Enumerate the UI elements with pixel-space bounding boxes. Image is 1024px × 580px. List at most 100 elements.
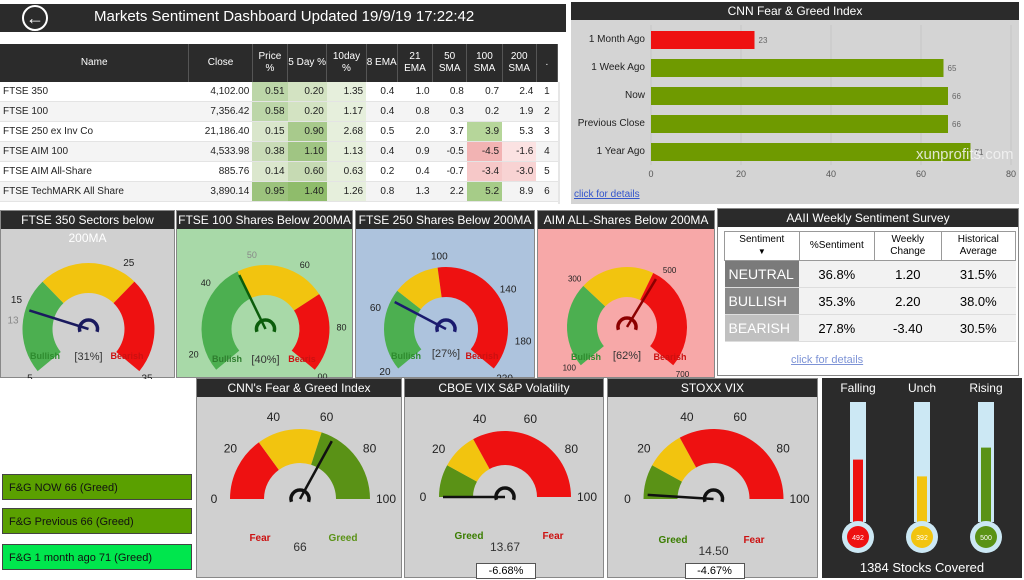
table-cell: 0.20 [287,101,327,122]
cnn-bar[interactable] [651,115,948,133]
gauge-tick-label: 40 [267,410,281,424]
breadth-panel: Falling Unch Rising 492 392 500 1384 Stock… [822,378,1022,578]
gauge-tick-label: 60 [370,303,382,314]
aaii-col-header[interactable]: Weekly Change [874,231,942,261]
table-scrollbar[interactable] [558,82,560,204]
col-header[interactable]: 50 SMA [432,44,468,82]
thermometer-value: 492 [852,535,864,542]
cnn-details-link[interactable]: click for details [574,189,640,200]
thermometer-fill [853,459,863,526]
col-header[interactable]: 8 EMA [366,44,398,82]
col-header[interactable]: 100 SMA [466,44,503,82]
gauge-tick-label: 40 [680,410,694,424]
aaii-col-header[interactable]: %Sentiment [798,231,876,261]
table-cell: 7,356.42 [188,101,253,122]
gauge-value-label: [62%] [613,350,641,362]
aaii-row[interactable]: BEARISH 27.8% -3.40 30.5% [724,314,1016,342]
table-row[interactable]: FTSE TechMARK All Share 3,890.14 0.95 1.40 1… [0,181,558,202]
cnn-index-panel: CNN Fear & Greed Index 0 20 40 60 80 1 Month … [571,2,1019,204]
gauge-panel-cnn: CNN's Fear & Greed Index 0 20 40 60 80 100 Fear… [196,378,402,578]
table-row[interactable]: FTSE 250 ex Inv Co 21,186.40 0.15 0.90 2.68 0… [0,121,558,142]
table-cell: 8.9 [502,181,537,202]
table-cell: 0.15 [252,121,288,142]
table-cell: FTSE TechMARK All Share [0,181,189,202]
sort-down-icon[interactable]: ▼ [757,247,766,256]
gauge-band [397,267,442,310]
table-cell: 0.3 [432,101,467,122]
aaii-col-header[interactable]: Historical Average [940,231,1017,261]
gauge-needle [298,440,333,500]
cnn-bar[interactable] [651,87,948,105]
gauge-low-label: Bullish [212,354,242,364]
table-cell: 2.0 [397,121,433,142]
gauge-hub [616,316,638,331]
bar-value-label: 66 [952,120,961,129]
gauge-hub [289,488,311,503]
aaii-details-link[interactable]: click for details [791,354,864,366]
gauge-tick-label: 20 [189,350,199,360]
gauge-tick-label: 15 [11,295,23,306]
back-arrow-icon[interactable]: ← [22,5,48,31]
table-cell: 0.90 [287,121,327,142]
gauge-low-label: Fear [249,533,270,544]
aaii-cell: 38.0% [941,287,1016,315]
breadth-label-rising: Rising [969,381,1003,395]
col-header[interactable]: 200 SMA [502,44,537,82]
gauge-panel-vix: CBOE VIX S&P Volatility 0 20 40 60 80 100 Greed… [404,378,604,579]
table-cell: FTSE 350 [0,82,189,102]
table-cell: 0.7 [466,82,503,102]
gauge-tick-label: 40 [201,278,211,288]
col-header[interactable]: Name [0,44,190,82]
table-cell: 0.5 [366,121,398,142]
thermometer-value: 500 [980,535,992,542]
aaii-row[interactable]: NEUTRAL 36.8% 1.20 31.5% [724,260,1016,288]
table-cell: 1.35 [326,82,367,102]
table-cell: 5 [536,161,558,182]
table-cell: 0.4 [366,82,398,102]
bar-value-label: 71 [975,148,984,157]
table-row[interactable]: FTSE 100 7,356.42 0.58 0.20 1.17 0.4 0.8 0.3 0.2… [0,101,558,122]
bar-value-label: 65 [948,64,957,73]
bar-value-label: 23 [759,36,768,45]
table-cell: 0.4 [366,101,398,122]
table-cell: 21,186.40 [188,121,253,142]
aaii-table: Sentiment ▼ %Sentiment Weekly Change Hist… [724,231,1017,342]
col-header[interactable]: Price % [252,44,289,82]
cnn-bar[interactable] [651,59,944,77]
gauge-tick-label: 20 [637,441,651,455]
table-cell: 2.4 [502,82,537,102]
gauge-band [258,429,322,470]
gauge-tick-label: 100 [431,251,448,262]
table-cell: 0.60 [287,161,327,182]
axis-tick-label: 80 [1006,169,1016,179]
aaii-col-header[interactable]: Sentiment ▼ [724,231,800,261]
table-cell: 1.26 [326,181,367,202]
table-row[interactable]: FTSE 350 4,102.00 0.51 0.20 1.35 0.4 1.0 0.8 0.7… [0,82,558,102]
aaii-sentiment-label: BULLISH [724,287,800,315]
table-cell: FTSE AIM 100 [0,141,189,162]
table-cell: 0.14 [252,161,288,182]
market-table: Name Close Price % 5 Day % 10day % 8 EMA… [0,44,559,204]
gauge-dial: 20 40 50 60 80 00 Bullish Bearis [40%] [189,250,347,379]
col-header[interactable]: 5 Day % [287,44,328,82]
col-header[interactable]: Close [188,44,253,82]
table-cell: 1.40 [287,181,327,202]
table-cell: 0.8 [397,101,433,122]
col-header[interactable]: . [536,44,559,82]
gauge-tick-label: 13 [8,316,20,327]
category-label: 1 Year Ago [597,146,646,157]
gauge-band [447,439,490,482]
table-cell: -0.5 [432,141,467,162]
cnn-bar[interactable] [651,143,971,161]
table-cell: 0.38 [252,141,288,162]
table-row[interactable]: FTSE AIM All-Share 885.76 0.14 0.60 0.63 0.2 0… [0,161,558,182]
table-row[interactable]: FTSE AIM 100 4,533.98 0.38 1.10 1.13 0.4 0.9 -0… [0,141,558,162]
col-header[interactable]: 10day % [326,44,367,82]
col-header[interactable]: 21 EMA [397,44,434,82]
gauge-band [643,465,682,499]
gauge-band [42,263,135,304]
gauge-tick-label: 20 [379,367,391,378]
gauge-dial: 0 20 40 60 80 100 Greed Fear 13.67 [420,412,598,554]
aaii-row[interactable]: BULLISH 35.3% 2.20 38.0% [724,287,1016,315]
cnn-bar[interactable] [651,31,755,49]
